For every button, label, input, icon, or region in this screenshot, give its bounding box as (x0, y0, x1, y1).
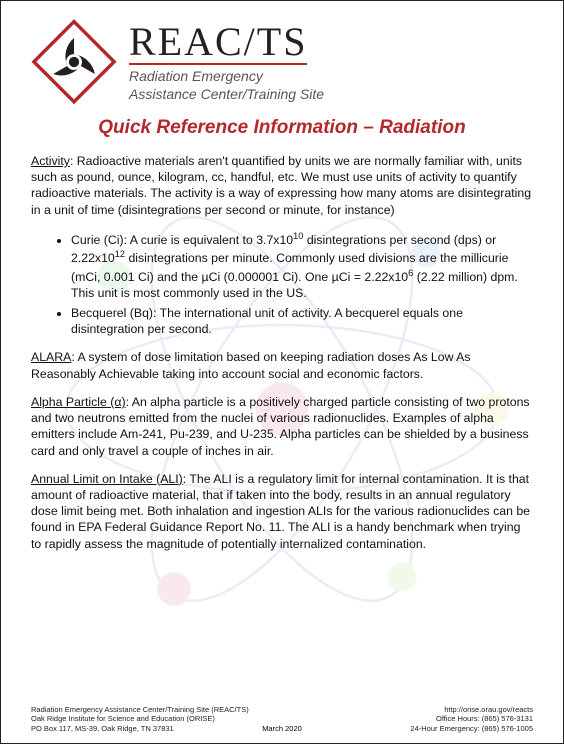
term-alpha: Alpha Particle (α) (31, 395, 126, 409)
body-content: Activity: Radioactive materials aren't q… (31, 153, 533, 552)
term-ali: Annual Limit on Intake (ALI) (31, 472, 183, 486)
section-activity: Activity: Radioactive materials aren't q… (31, 153, 533, 218)
bullet-curie: Curie (Ci): A curie is equivalent to 3.7… (71, 230, 533, 301)
bullet-becquerel: Becquerel (Bq): The international unit o… (71, 305, 533, 337)
header: REAC/TS Radiation Emergency Assistance C… (31, 19, 533, 105)
radiation-logo-icon (31, 19, 117, 105)
brand-subtitle: Radiation Emergency Assistance Center/Tr… (129, 68, 324, 103)
brand-title: REAC/TS (129, 23, 307, 65)
term-alara: ALARA (31, 350, 71, 364)
section-ali: Annual Limit on Intake (ALI): The ALI is… (31, 471, 533, 552)
section-alara: ALARA: A system of dose limitation based… (31, 349, 533, 381)
document-title: Quick Reference Information – Radiation (31, 117, 533, 139)
section-alpha: Alpha Particle (α): An alpha particle is… (31, 394, 533, 459)
footer-date: March 2020 (1, 724, 563, 733)
document-page: REAC/TS Radiation Emergency Assistance C… (1, 1, 563, 743)
term-activity: Activity (31, 154, 70, 168)
brand-block: REAC/TS Radiation Emergency Assistance C… (129, 19, 324, 103)
activity-bullets: Curie (Ci): A curie is equivalent to 3.7… (71, 230, 533, 338)
